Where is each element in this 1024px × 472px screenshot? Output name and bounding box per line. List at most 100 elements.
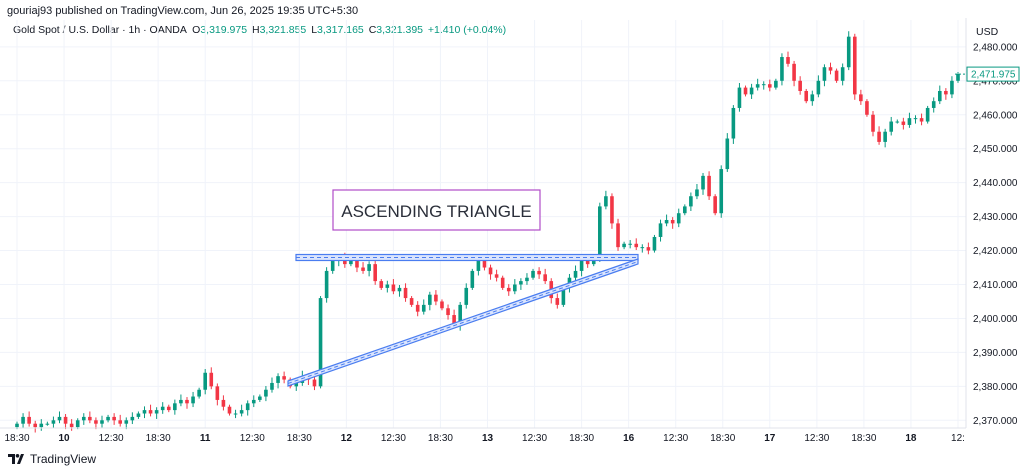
symbol-title[interactable]: Gold Spot / U.S. Dollar · 1h · OANDA [13, 24, 187, 36]
candle-body [239, 410, 244, 414]
candle-body [27, 416, 31, 424]
candle-body [743, 87, 748, 95]
symbol-legend: Gold Spot / U.S. Dollar · 1h · OANDA O3,… [13, 24, 508, 36]
candle-body [251, 399, 256, 404]
candle-body [895, 121, 900, 123]
y-tick-label: 2,420.000 [973, 246, 1018, 257]
candle-body [112, 416, 116, 421]
candle-body [889, 121, 894, 132]
candle-body [118, 420, 123, 424]
candle-body [458, 304, 462, 326]
close-value: 3,321.395 [376, 24, 423, 36]
x-tick-label: 18:30 [428, 433, 453, 444]
open-label: O [192, 24, 201, 36]
candle-body [124, 420, 129, 424]
candle-body [622, 243, 626, 248]
x-tick-label: 12:30 [804, 433, 829, 444]
candle-body [385, 284, 390, 288]
candle-body [761, 84, 766, 86]
candle-body [494, 274, 499, 278]
candle-body [840, 67, 845, 81]
candle-body [646, 247, 651, 251]
candle-body [834, 70, 839, 81]
x-tick-label: 16 [623, 433, 635, 444]
candle-body [245, 403, 250, 411]
x-tick-label: 18 [905, 433, 917, 444]
candle-body [713, 196, 717, 214]
candle-body [227, 406, 232, 414]
candle-body [937, 90, 942, 102]
candle-body [634, 243, 639, 248]
candle-body [707, 175, 711, 197]
y-tick-label: 2,400.000 [973, 314, 1018, 325]
candle-body [179, 399, 183, 404]
candle-body [701, 175, 705, 190]
candle-body [488, 267, 493, 275]
candle-body [51, 420, 56, 424]
x-tick-label: 12:30 [99, 433, 124, 444]
publisher-bar: gouriaj93 published on TradingView.com, … [0, 0, 1024, 20]
candle-body [88, 416, 92, 421]
footer-brand[interactable]: TradingView [8, 452, 96, 466]
candle-body [670, 219, 675, 224]
candle-body [57, 416, 62, 421]
open-value: 3,319.975 [200, 24, 248, 36]
candle-body [919, 118, 924, 122]
y-tick-label: 2,480.000 [973, 42, 1018, 53]
candle-body [69, 423, 74, 428]
candle-body [373, 264, 377, 282]
candle-body [610, 196, 614, 224]
annotation-box [332, 189, 541, 231]
candle-body [901, 121, 906, 125]
candle-body [616, 223, 620, 248]
candle-body [361, 267, 365, 271]
candle-body [39, 423, 44, 428]
candle-body [421, 304, 426, 312]
candle-body [233, 413, 238, 415]
candle-body [500, 277, 505, 288]
tradingview-logo-icon [8, 454, 24, 464]
candle-body [482, 260, 487, 268]
currency-label[interactable]: USD [976, 26, 999, 38]
candle-body [768, 84, 772, 88]
x-tick-label: 13 [482, 433, 494, 444]
y-tick-label: 2,450.000 [973, 144, 1018, 155]
candle-body [106, 416, 110, 421]
x-tick-label: 12:30 [522, 433, 547, 444]
candle-body [33, 423, 38, 428]
low-label: L [311, 24, 318, 36]
candle-body [63, 416, 68, 424]
candle-body [828, 67, 833, 71]
candle-body [859, 94, 863, 102]
candle-body [367, 264, 371, 271]
candle-body [676, 213, 681, 224]
candle-body [798, 80, 802, 91]
candle-body [81, 416, 86, 421]
candle-body [100, 420, 104, 424]
annotation-label: ASCENDING TRIANGLE [341, 202, 532, 221]
y-tick-label: 2,410.000 [973, 280, 1018, 291]
x-tick-label: 11 [200, 433, 211, 444]
y-tick-label: 2,440.000 [973, 178, 1018, 189]
candle-body [446, 308, 450, 316]
candle-body [944, 90, 948, 95]
candle-body [950, 80, 954, 95]
candle-body [349, 260, 353, 265]
candle-body [877, 131, 881, 142]
candle-body [525, 277, 529, 282]
candle-body [428, 294, 432, 305]
candle-body [209, 372, 214, 387]
candle-body [871, 114, 875, 132]
candle-body [136, 413, 141, 417]
candle-body [397, 287, 402, 292]
x-tick-label: 17 [764, 433, 776, 444]
candle-body [258, 396, 262, 400]
change-value: +1.410 (+0.04%) [427, 24, 507, 36]
candle-body [312, 379, 317, 387]
candle-body [324, 270, 329, 299]
candle-body [585, 260, 590, 265]
y-tick-label: 2,470.000 [973, 76, 1018, 87]
last-price-label: 2,471.975 [971, 70, 1016, 81]
candle-body [883, 131, 887, 142]
